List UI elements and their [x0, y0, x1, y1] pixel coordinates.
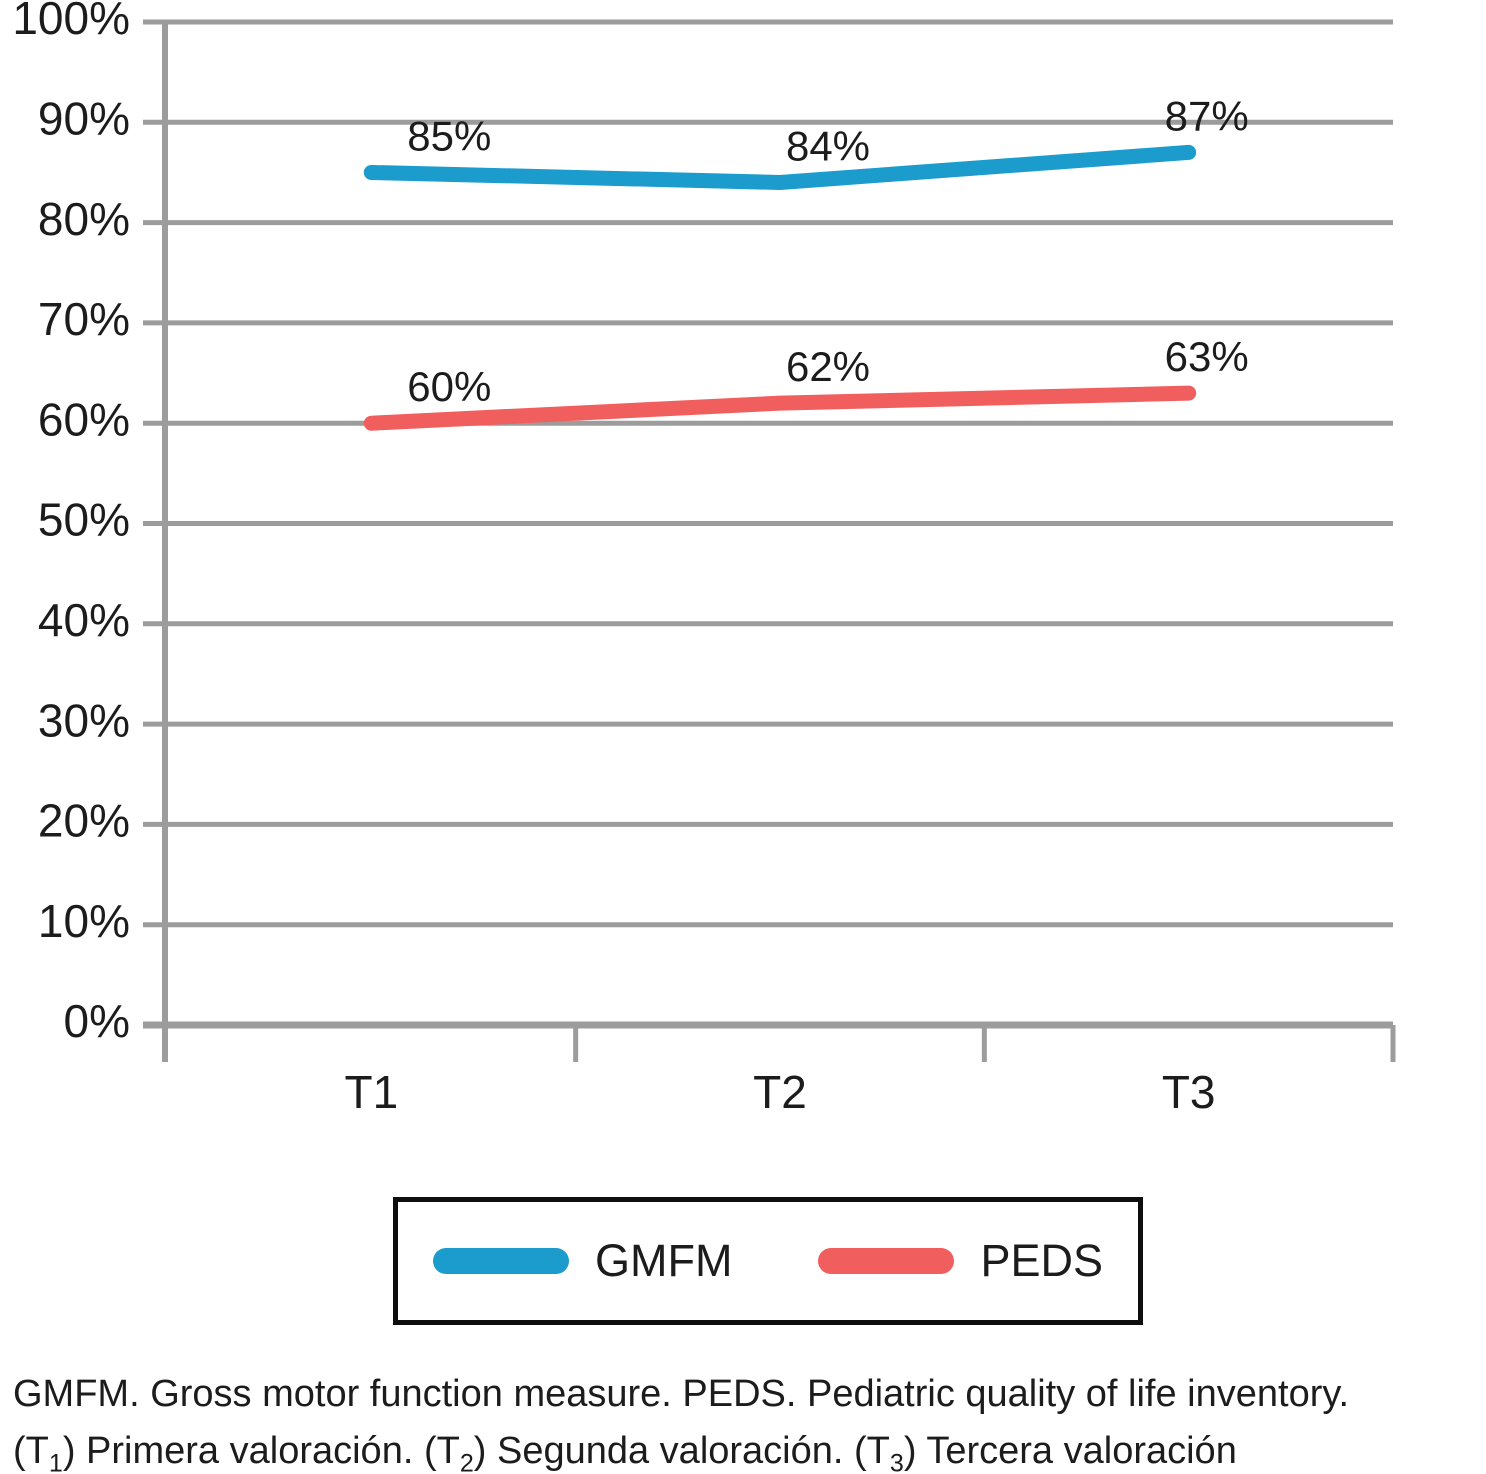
data-label-gmfm-t3: 87%: [1165, 92, 1249, 139]
caption-line2-segment: ) Segunda valoración. (T: [473, 1430, 890, 1472]
legend-swatch-gmfm: [432, 1248, 569, 1274]
caption: GMFM. Gross motor function measure. PEDS…: [13, 1366, 1483, 1474]
x-axis-label-t3: T3: [1162, 1066, 1216, 1118]
caption-subscript: 1: [48, 1449, 63, 1474]
y-axis-label-0: 0%: [64, 995, 130, 1047]
legend-label-peds: PEDS: [980, 1235, 1103, 1286]
y-axis-label-100: 100%: [12, 0, 130, 44]
caption-line2-segment: (T: [13, 1430, 49, 1472]
y-axis-label-80: 80%: [38, 193, 130, 245]
y-axis-label-20: 20%: [38, 795, 130, 847]
x-axis-label-t2: T2: [753, 1066, 807, 1118]
legend: GMFM PEDS: [393, 1197, 1143, 1325]
legend-label-gmfm: GMFM: [594, 1235, 733, 1286]
legend-item-gmfm: GMFM: [432, 1235, 733, 1287]
y-axis-label-90: 90%: [38, 92, 130, 144]
y-axis-label-10: 10%: [38, 895, 130, 947]
series-line-peds: [363, 385, 1197, 431]
caption-line2-segment: ) Primera valoración. (T: [62, 1430, 460, 1472]
y-axis-label-70: 70%: [38, 293, 130, 345]
y-axis-label-60: 60%: [38, 393, 130, 445]
line-chart: 100% 90% 80% 70% 60% 50% 40% 30% 20% 10% 0% T1 T2 T3 8…: [12, 0, 1396, 1118]
caption-line2: (T1) Primera valoración. (T2) Segunda va…: [13, 1423, 1483, 1474]
data-label-peds-t2: 62%: [786, 343, 870, 390]
data-label-peds-t1: 60%: [407, 363, 491, 410]
caption-subscript: 2: [459, 1449, 474, 1474]
series-line-gmfm: [363, 144, 1197, 190]
x-axis-label-t1: T1: [344, 1066, 398, 1118]
data-label-peds-t3: 63%: [1165, 333, 1249, 380]
data-label-gmfm-t2: 84%: [786, 122, 870, 169]
legend-swatch-peds: [818, 1248, 955, 1274]
caption-subscript: 3: [889, 1449, 904, 1474]
caption-line2-segment: ) Tercera valoración: [903, 1430, 1237, 1472]
y-axis-label-40: 40%: [38, 594, 130, 646]
y-axis-label-50: 50%: [38, 494, 130, 546]
y-axis-label-30: 30%: [38, 694, 130, 746]
data-label-gmfm-t1: 85%: [407, 112, 491, 159]
caption-line1: GMFM. Gross motor function measure. PEDS…: [13, 1373, 1350, 1415]
legend-item-peds: PEDS: [818, 1235, 1103, 1287]
